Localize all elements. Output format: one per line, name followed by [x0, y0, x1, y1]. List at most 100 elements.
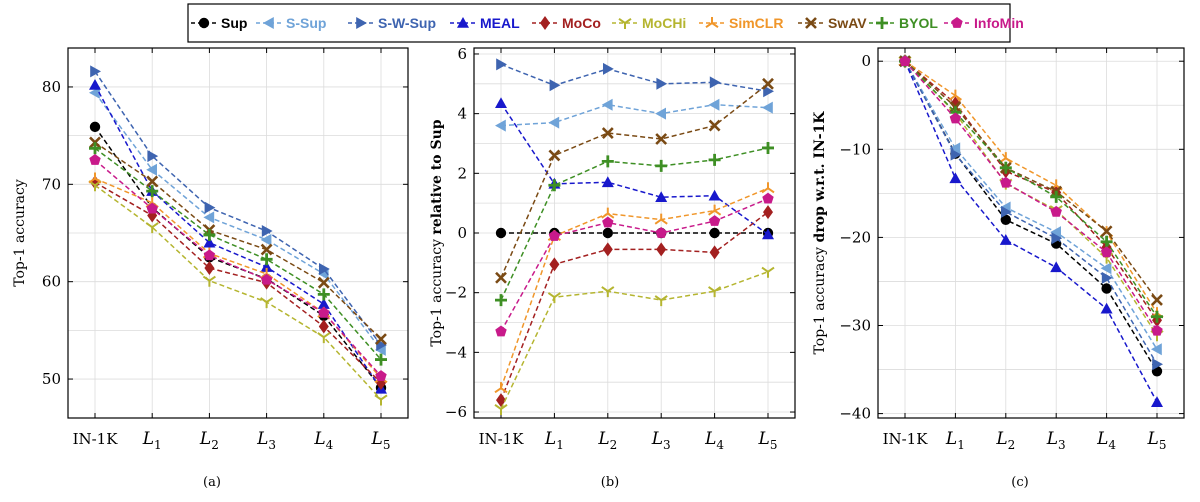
- legend-marker: [356, 17, 367, 29]
- data-point-s-w-sup: [763, 85, 774, 98]
- series-infomin: [89, 153, 387, 381]
- data-point-byol: [762, 141, 774, 154]
- data-point-infomin: [146, 202, 158, 214]
- data-point-simclr: [948, 89, 962, 101]
- data-point-s-w-sup: [656, 77, 668, 90]
- series-line-s-w-sup: [94, 70, 382, 346]
- series-swav: [899, 55, 1163, 306]
- legend-label: MoCo: [562, 15, 601, 31]
- y-tick-label: −30: [839, 317, 871, 335]
- legend-marker: [705, 17, 719, 29]
- data-point-simclr: [654, 213, 668, 225]
- y-tick-label: −6: [445, 403, 467, 421]
- data-point-infomin: [762, 192, 774, 204]
- series-line-simclr: [500, 187, 769, 389]
- y-tick-label: 80: [42, 78, 61, 96]
- data-point-swav: [260, 243, 273, 256]
- series-line-sup: [94, 126, 382, 389]
- x-tick-label: L4: [1096, 429, 1116, 452]
- data-point-infomin: [260, 273, 273, 285]
- series-line-meal: [500, 102, 769, 236]
- series-s-w-sup: [900, 55, 1163, 371]
- y-tick-label: −10: [839, 140, 871, 158]
- y-tick-label: −2: [445, 284, 467, 302]
- data-point-infomin: [1000, 176, 1012, 188]
- legend-item-s-w-sup: S-W-Sup: [348, 15, 436, 31]
- data-point-infomin: [1050, 205, 1062, 217]
- data-point-infomin: [655, 227, 667, 238]
- y-tick-label: 50: [42, 370, 61, 388]
- data-point-swav: [548, 149, 561, 162]
- legend-label: MoCHi: [642, 15, 686, 31]
- series-line-infomin: [500, 198, 769, 332]
- x-tick-label: L3: [1046, 429, 1066, 452]
- data-point-byol: [495, 294, 507, 307]
- legend-item-byol: BYOL: [869, 15, 938, 31]
- data-point-meal: [999, 234, 1012, 245]
- data-point-byol: [999, 161, 1012, 174]
- data-point-simclr: [88, 172, 102, 184]
- data-point-infomin: [89, 153, 101, 165]
- data-point-infomin: [375, 370, 387, 381]
- data-point-s-sup: [601, 98, 613, 111]
- series-line-s-sup: [500, 103, 769, 127]
- legend-label: S-W-Sup: [378, 15, 436, 31]
- data-point-s-w-sup: [90, 65, 101, 78]
- data-point-sup: [89, 121, 101, 133]
- series-line-moco: [904, 60, 1158, 321]
- legend-label: SwAV: [828, 15, 867, 31]
- data-point-simclr: [708, 204, 722, 216]
- y-axis-label: Top-1 accuracy relative to Sup: [429, 119, 445, 346]
- data-point-infomin: [949, 112, 962, 124]
- data-point-mochi: [601, 286, 615, 298]
- data-point-sup: [602, 227, 613, 239]
- data-point-s-w-sup: [261, 225, 273, 238]
- series-line-meal: [904, 60, 1158, 403]
- data-point-mochi: [374, 394, 388, 406]
- x-tick-label: L5: [1147, 429, 1167, 452]
- data-point-meal: [1050, 261, 1063, 273]
- data-point-mochi: [202, 275, 216, 287]
- data-point-moco: [318, 319, 329, 334]
- data-point-byol: [708, 153, 721, 166]
- data-point-moco: [204, 261, 215, 276]
- grid: [474, 48, 795, 418]
- data-point-sup: [709, 227, 720, 239]
- data-point-s-sup: [495, 119, 506, 132]
- data-point-s-sup: [1151, 343, 1162, 356]
- series-line-moco: [94, 181, 382, 384]
- data-point-sup: [1101, 283, 1112, 294]
- data-point-mochi: [708, 286, 722, 298]
- legend-item-swav: SwAV: [798, 15, 867, 31]
- panel-a: 50 60 70 80 IN-1K L1 L2 L3 L4 L5 Top-1 accuracy (a): [12, 47, 409, 490]
- legend-label: Sup: [221, 15, 247, 31]
- series-line-s-sup: [94, 92, 382, 351]
- data-point-mochi: [654, 295, 668, 307]
- y-tick-label: 70: [42, 175, 61, 193]
- legend-marker: [457, 17, 469, 28]
- series-line-simclr: [904, 60, 1158, 314]
- data-point-moco: [602, 242, 613, 257]
- data-point-mochi: [494, 404, 508, 416]
- x-tick-label: IN-1K: [73, 430, 119, 448]
- data-point-byol: [1050, 190, 1063, 203]
- data-point-meal: [655, 191, 668, 202]
- data-point-moco: [763, 205, 773, 220]
- data-point-meal: [203, 236, 216, 248]
- y-tick-label: 4: [457, 105, 467, 123]
- data-point-s-w-sup: [496, 58, 507, 71]
- series-mochi: [494, 266, 775, 416]
- data-point-s-w-sup: [1001, 205, 1012, 218]
- data-point-swav: [495, 271, 507, 284]
- legend-marker: [618, 17, 632, 29]
- data-point-meal: [601, 176, 614, 188]
- data-point-s-w-sup: [319, 263, 330, 276]
- data-point-simclr: [761, 182, 775, 194]
- series-byol: [495, 141, 774, 307]
- x-tick-label: L2: [199, 429, 219, 452]
- data-point-meal: [317, 298, 330, 309]
- data-point-s-w-sup: [603, 62, 614, 75]
- series-line-byol: [94, 147, 382, 361]
- data-point-swav: [317, 276, 330, 289]
